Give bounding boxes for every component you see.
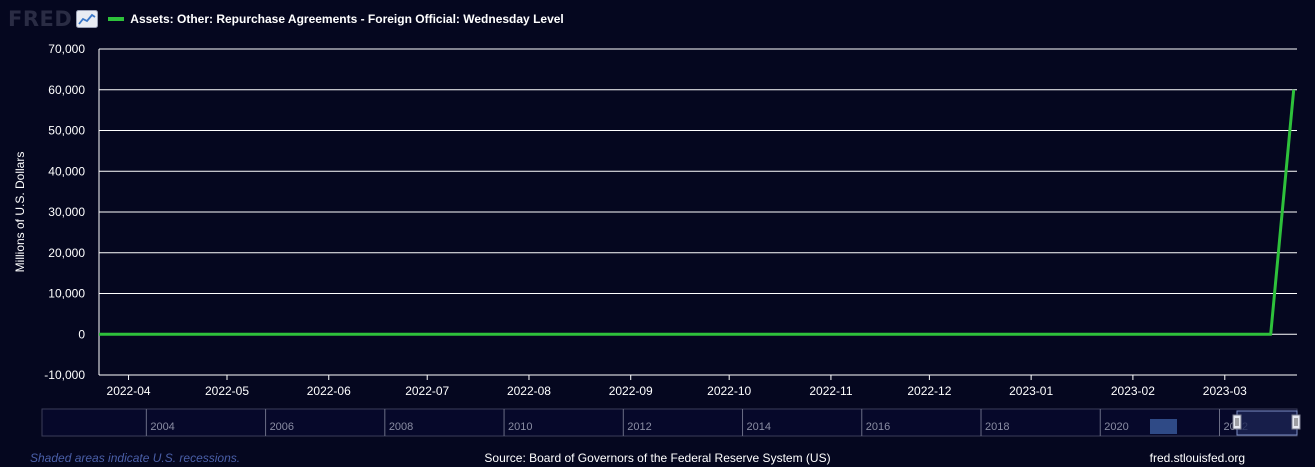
y-tick-label: -10,000 (44, 368, 85, 382)
x-tick-label: 2022-12 (907, 384, 951, 398)
navigator-label: 2004 (150, 421, 174, 433)
series-line[interactable] (99, 89, 1296, 336)
y-tick-label: 60,000 (48, 83, 85, 97)
y-axis-label: Millions of U.S. Dollars (13, 152, 27, 273)
x-tick-label: 2023-02 (1111, 384, 1155, 398)
y-tick-label: 20,000 (48, 246, 85, 260)
x-tick-label: 2022-04 (107, 384, 151, 398)
navigator-label: 2014 (747, 421, 771, 433)
navigator-track[interactable] (41, 408, 1298, 437)
chart-header: FRED Assets: Other: Repurchase Agreement… (8, 6, 564, 32)
legend-swatch (108, 17, 125, 21)
x-tick-label: 2022-05 (205, 384, 249, 398)
y-tick-label: 30,000 (48, 205, 85, 219)
navigator-label: 2006 (270, 421, 294, 433)
fred-logo[interactable]: FRED (8, 7, 73, 31)
x-tick-label: 2023-01 (1009, 384, 1053, 398)
navigator-label: 2020 (1104, 421, 1128, 433)
line-chart-icon (76, 10, 99, 28)
navigator-series-preview (1150, 419, 1177, 434)
x-tick-label: 2022-11 (809, 384, 852, 398)
y-tick-label: 50,000 (48, 124, 85, 138)
navigator-label: 2016 (866, 421, 890, 433)
range-navigator[interactable]: 2004200620082010201220142016201820202022 (41, 408, 1301, 437)
x-tick-label: 2022-10 (707, 384, 751, 398)
recession-note: Shaded areas indicate U.S. recessions. (30, 451, 241, 465)
y-tick-label: 10,000 (48, 287, 85, 301)
line-chart: -10,000 0 10,000 20,000 30,000 40,000 50,000 60… (13, 42, 1301, 437)
x-tick-label: 2022-06 (307, 384, 351, 398)
x-tick-label: 2022-09 (609, 384, 653, 398)
x-tick-label: 2023-03 (1203, 384, 1247, 398)
navigator-label: 2008 (389, 421, 413, 433)
y-tick-label: 0 (78, 327, 85, 341)
navigator-label: 2018 (985, 421, 1009, 433)
legend[interactable]: Assets: Other: Repurchase Agreements - F… (108, 12, 564, 26)
legend-label: Assets: Other: Repurchase Agreements - F… (130, 12, 564, 26)
navigator-handle[interactable] (1291, 414, 1301, 430)
navigator-label: 2012 (627, 421, 651, 433)
navigator-handle[interactable] (1232, 414, 1242, 430)
x-tick-label: 2022-08 (507, 384, 551, 398)
navigator-label: 2010 (508, 421, 532, 433)
y-tick-label: 40,000 (48, 164, 85, 178)
site-link[interactable]: fred.stlouisfed.org (1149, 451, 1245, 465)
x-tick-label: 2022-07 (405, 384, 449, 398)
y-tick-label: 70,000 (48, 42, 85, 56)
navigator-selection[interactable] (1236, 410, 1298, 436)
